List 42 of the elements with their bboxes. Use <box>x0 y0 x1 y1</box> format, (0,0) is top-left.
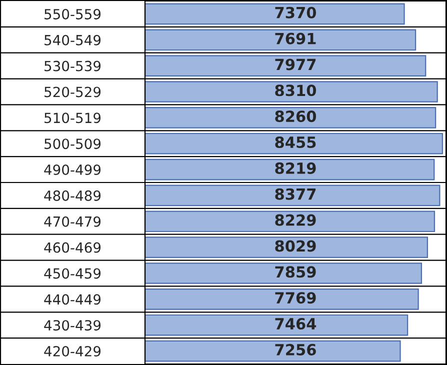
bar <box>145 262 422 284</box>
bar <box>145 158 435 180</box>
bar <box>145 3 405 25</box>
bar <box>145 55 426 76</box>
data-label: 8219 <box>275 162 316 174</box>
data-label: 7691 <box>275 32 316 44</box>
data-label: 8377 <box>275 188 316 200</box>
y-tick-label: 520-529 <box>44 86 101 98</box>
bar <box>145 107 436 128</box>
data-label: 7977 <box>275 58 316 70</box>
bar <box>145 288 419 310</box>
data-label: 7256 <box>275 344 316 356</box>
y-tick-label: 470-479 <box>44 216 101 227</box>
data-label: 8229 <box>275 214 316 226</box>
bar <box>145 210 436 232</box>
y-tick-label: 420-429 <box>44 346 101 357</box>
data-label: 7370 <box>275 6 316 18</box>
bar <box>145 340 401 362</box>
y-tick-label: 480-489 <box>44 190 101 201</box>
y-tick-label: 550-559 <box>44 8 101 20</box>
bar <box>145 81 438 102</box>
data-label: 8260 <box>275 110 316 122</box>
data-label: 7769 <box>275 292 316 304</box>
y-tick-label: 440-449 <box>44 294 101 305</box>
bar <box>145 29 416 51</box>
data-label: 8455 <box>275 136 316 148</box>
data-label: 7464 <box>275 318 316 330</box>
bar <box>145 314 408 336</box>
data-label: 8029 <box>275 240 316 252</box>
y-tick-label: 430-439 <box>44 320 101 331</box>
data-label: 7859 <box>275 266 316 278</box>
bar <box>145 184 440 206</box>
y-tick-label: 500-509 <box>44 138 101 150</box>
bar <box>145 236 428 258</box>
bar <box>145 132 443 154</box>
y-tick-label: 490-499 <box>44 164 101 176</box>
data-label: 8310 <box>275 84 316 96</box>
y-tick-label: 540-549 <box>44 34 101 46</box>
y-tick-label: 450-459 <box>44 268 101 279</box>
y-tick-label: 460-469 <box>44 242 101 253</box>
y-tick-label: 530-539 <box>44 60 101 72</box>
y-tick-label: 510-519 <box>44 112 101 124</box>
